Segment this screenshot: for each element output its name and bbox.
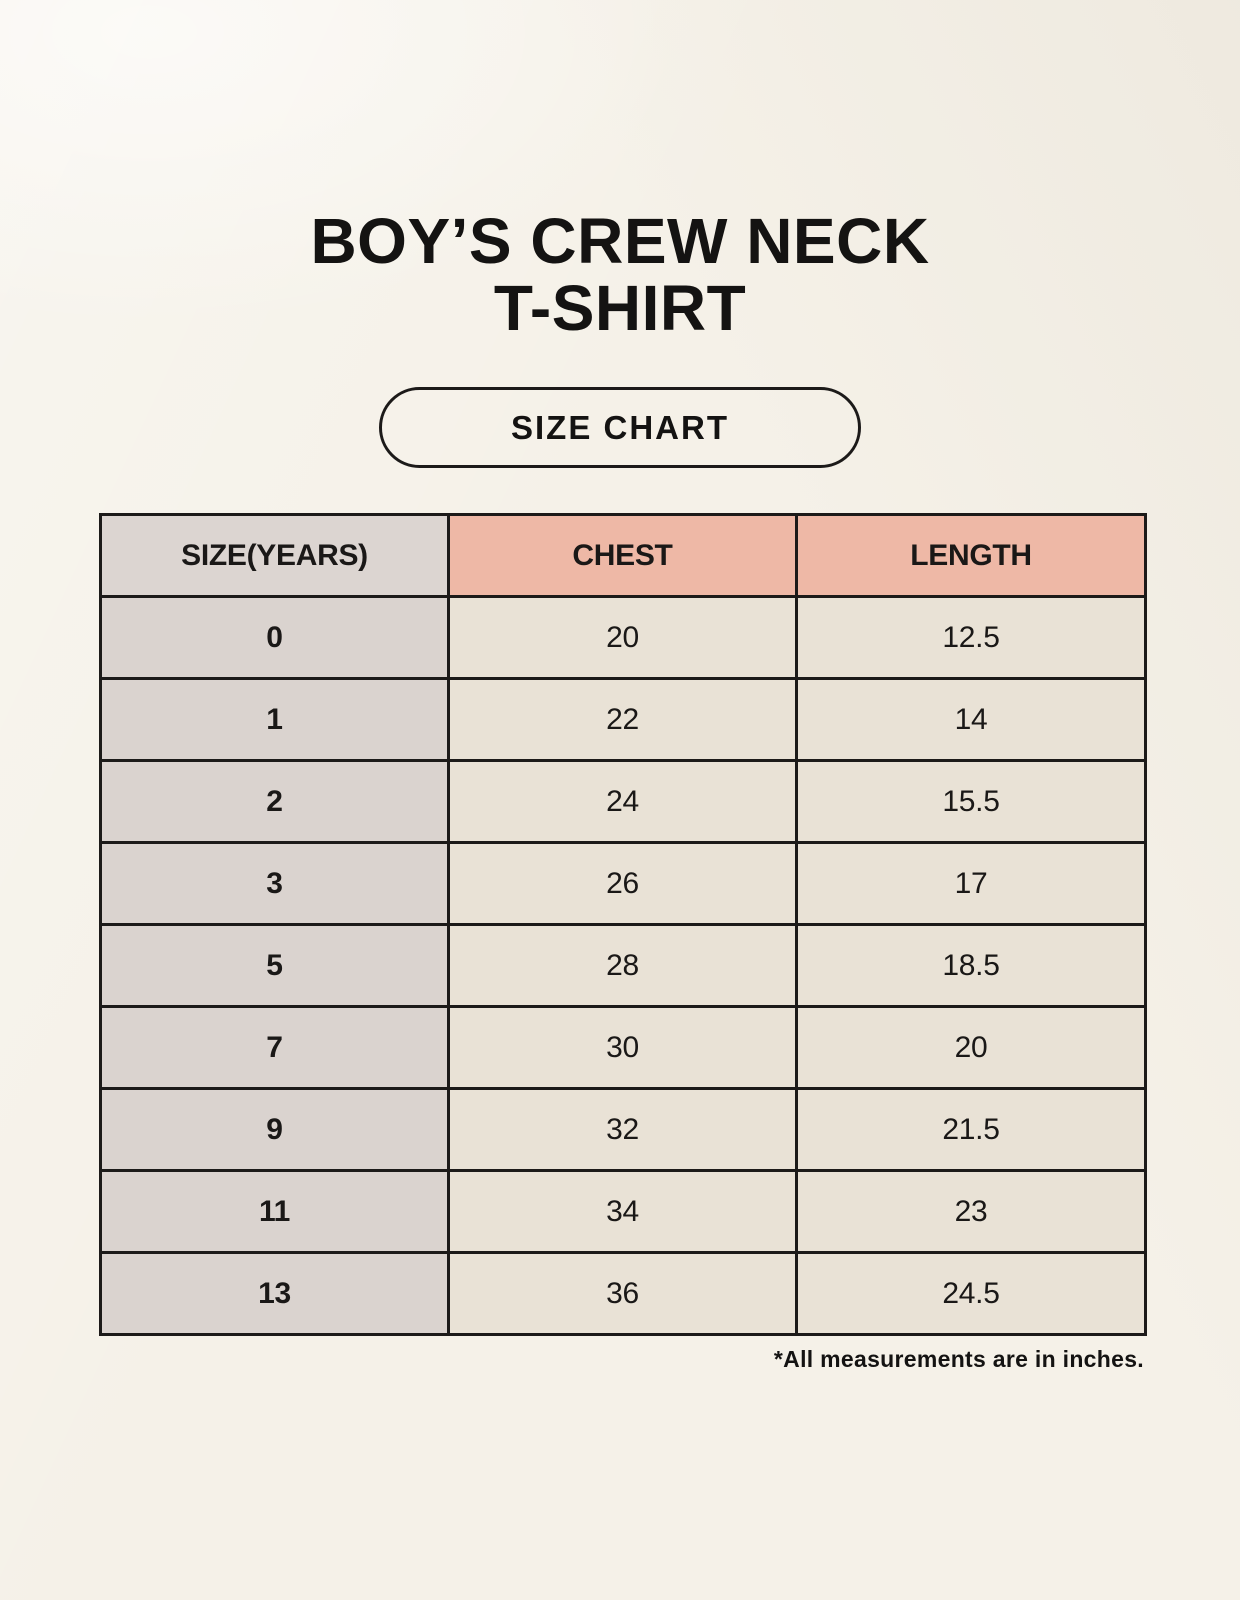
- length-cell: 21.5: [795, 1087, 1147, 1172]
- chest-cell: 32: [447, 1087, 798, 1172]
- length-cell: 24.5: [795, 1251, 1147, 1336]
- header-size-years: SIZE(YEARS): [99, 513, 450, 598]
- header-length: LENGTH: [795, 513, 1147, 598]
- table-row: 1 22 14: [99, 677, 1147, 762]
- length-cell: 12.5: [795, 595, 1147, 680]
- size-cell: 1: [99, 677, 450, 762]
- chest-cell: 34: [447, 1169, 798, 1254]
- size-chart-badge: SIZE CHART: [379, 387, 861, 468]
- length-cell: 15.5: [795, 759, 1147, 844]
- size-chart-badge-label: SIZE CHART: [511, 408, 729, 446]
- table-header-row: SIZE(YEARS) CHEST LENGTH: [99, 513, 1147, 598]
- size-chart-table: SIZE(YEARS) CHEST LENGTH 0 20 12.5 1 22 …: [99, 513, 1147, 1336]
- chest-cell: 36: [447, 1251, 798, 1336]
- length-cell: 14: [795, 677, 1147, 762]
- header-chest: CHEST: [447, 513, 798, 598]
- size-cell: 5: [99, 923, 450, 1008]
- table-row: 9 32 21.5: [99, 1087, 1147, 1172]
- chest-cell: 28: [447, 923, 798, 1008]
- measurements-footnote: *All measurements are in inches.: [773, 1346, 1144, 1372]
- length-cell: 18.5: [795, 923, 1147, 1008]
- table-row: 5 28 18.5: [99, 923, 1147, 1008]
- size-cell: 3: [99, 841, 450, 926]
- table-row: 7 30 20: [99, 1005, 1147, 1090]
- size-cell: 13: [99, 1251, 450, 1336]
- chest-cell: 22: [447, 677, 798, 762]
- table-row: 3 26 17: [99, 841, 1147, 926]
- page-title: BOY’S CREW NECK T-SHIRT: [0, 208, 1240, 341]
- size-cell: 11: [99, 1169, 450, 1254]
- chest-cell: 26: [447, 841, 798, 926]
- length-cell: 23: [795, 1169, 1147, 1254]
- table-row: 2 24 15.5: [99, 759, 1147, 844]
- chest-cell: 20: [447, 595, 798, 680]
- table-row: 11 34 23: [99, 1169, 1147, 1254]
- length-cell: 20: [795, 1005, 1147, 1090]
- size-cell: 0: [99, 595, 450, 680]
- length-cell: 17: [795, 841, 1147, 926]
- size-cell: 7: [99, 1005, 450, 1090]
- chest-cell: 24: [447, 759, 798, 844]
- size-cell: 9: [99, 1087, 450, 1172]
- page-title-line2: T-SHIRT: [493, 271, 747, 344]
- table-row: 0 20 12.5: [99, 595, 1147, 680]
- page-title-line1: BOY’S CREW NECK: [310, 205, 930, 277]
- table-row: 13 36 24.5: [99, 1251, 1147, 1336]
- size-cell: 2: [99, 759, 450, 844]
- chest-cell: 30: [447, 1005, 798, 1090]
